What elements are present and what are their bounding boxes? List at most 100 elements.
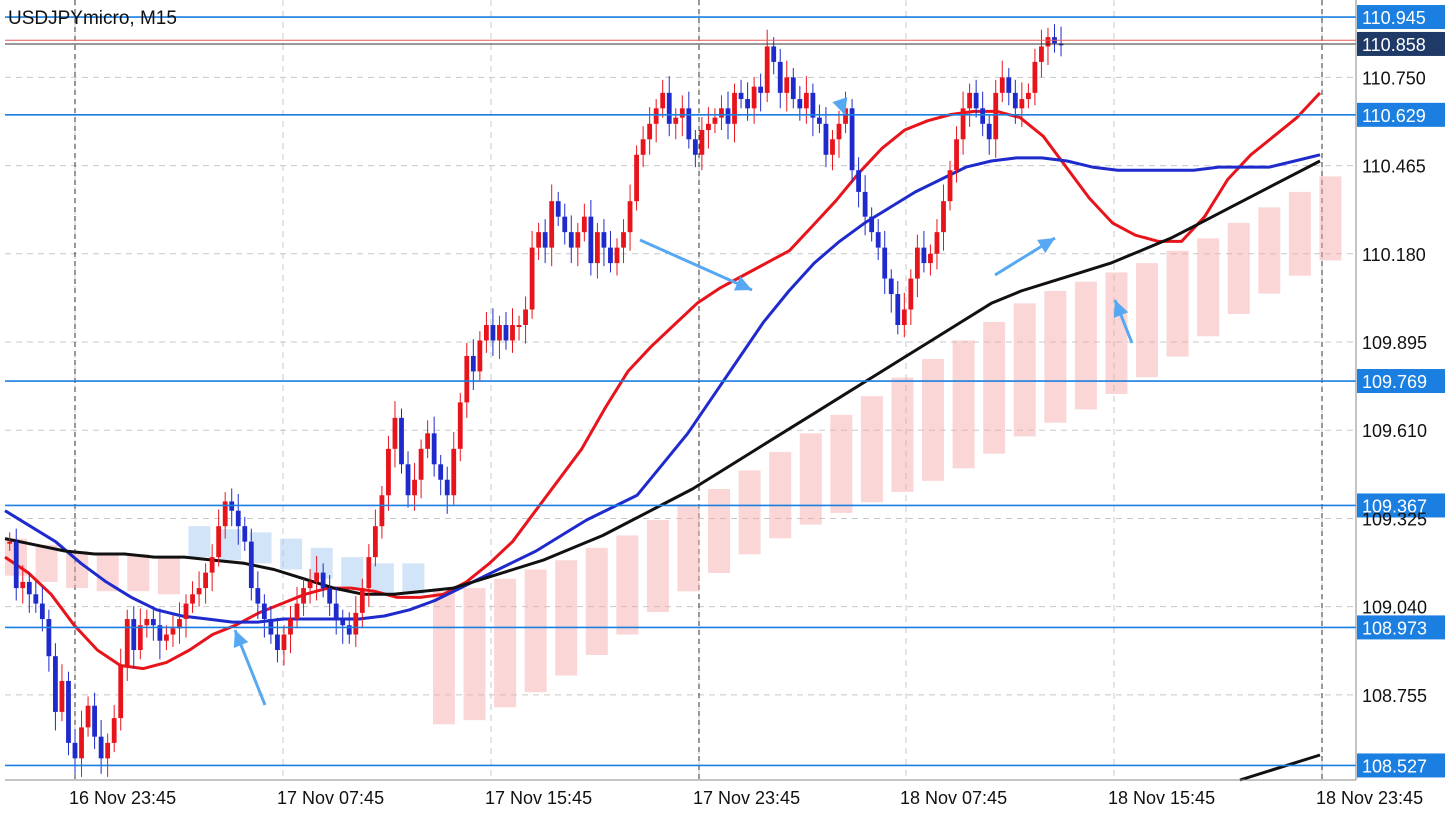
- candle-body: [725, 108, 731, 124]
- candle-body: [33, 594, 39, 604]
- candle-body: [111, 718, 117, 743]
- x-tick-label: 16 Nov 23:45: [69, 788, 176, 808]
- candle-body: [124, 619, 130, 666]
- x-tick-label: 17 Nov 15:45: [485, 788, 592, 808]
- arrow-head: [233, 630, 249, 648]
- candle-body: [1039, 46, 1044, 62]
- candle-body: [588, 216, 594, 264]
- candle-body: [353, 612, 359, 635]
- price-level-label-bg: [1357, 102, 1445, 127]
- candle-body: [13, 541, 19, 589]
- candle-body: [973, 92, 979, 109]
- candle-body: [764, 46, 770, 93]
- candle-body: [967, 92, 973, 109]
- x-tick-label: 18 Nov 23:45: [1316, 788, 1423, 808]
- cloud-segment: [585, 547, 608, 655]
- candle-body: [836, 123, 842, 140]
- candle-body: [386, 448, 391, 496]
- candle-body: [856, 170, 861, 192]
- candle-body: [595, 232, 600, 264]
- candle-body: [157, 625, 163, 641]
- candle-body: [1019, 99, 1025, 109]
- price-level-label: 108.973: [1362, 618, 1427, 638]
- candle-body: [190, 594, 195, 604]
- candle-body: [170, 628, 176, 635]
- candle-body: [444, 479, 450, 496]
- cloud-segment: [218, 529, 241, 561]
- candle-body: [222, 501, 228, 527]
- candle-body: [72, 742, 78, 759]
- candle-body: [562, 216, 568, 233]
- candle-body: [627, 201, 633, 233]
- y-tick-label: 109.325: [1362, 509, 1427, 529]
- candle-body: [92, 705, 97, 737]
- candle-body: [464, 355, 470, 403]
- candle-body: [960, 108, 966, 140]
- candle-body: [679, 108, 685, 118]
- candle-body: [536, 232, 542, 248]
- cloud-segment: [402, 563, 425, 595]
- cloud-segment: [1136, 263, 1159, 378]
- candle-body: [869, 216, 875, 233]
- arrow-head: [1113, 300, 1129, 318]
- price-level-label: 109.769: [1362, 372, 1427, 392]
- candle-body: [692, 139, 698, 155]
- candle-body: [895, 294, 901, 325]
- y-tick-label: 110.750: [1362, 68, 1426, 88]
- candle-body: [242, 526, 248, 542]
- candle-body: [523, 309, 528, 325]
- candle-body: [477, 340, 483, 372]
- cloud-segment: [1258, 207, 1281, 294]
- candle-body: [843, 108, 848, 124]
- cloud-segment: [983, 321, 1006, 454]
- cloud-segment: [127, 554, 150, 592]
- candle-body: [706, 123, 711, 130]
- candle-body: [686, 108, 692, 140]
- candle-body: [862, 191, 868, 217]
- candle-body: [888, 278, 894, 295]
- candle-body: [503, 325, 509, 341]
- y-tick-label: 108.755: [1362, 686, 1427, 706]
- candle-body: [53, 656, 58, 712]
- candle-body: [183, 603, 189, 620]
- candle-body: [164, 634, 169, 641]
- candle-body: [954, 139, 959, 171]
- candle-body: [438, 464, 444, 480]
- candle-body: [568, 232, 574, 248]
- candle-body: [131, 619, 137, 650]
- candle-body: [901, 309, 907, 325]
- candle-body: [203, 572, 208, 589]
- price-level-label-bg: [1357, 493, 1445, 518]
- candle-body: [640, 139, 646, 155]
- candle-body: [1045, 37, 1051, 47]
- candle-body: [999, 77, 1005, 93]
- candle-body: [823, 123, 829, 155]
- price-level-label-bg: [1357, 31, 1445, 56]
- y-tick-label: 110.465: [1362, 157, 1426, 177]
- cloud-segment: [494, 578, 517, 708]
- candle-body: [248, 541, 254, 589]
- x-tick-label: 17 Nov 07:45: [277, 788, 384, 808]
- moving-averages: [4, 91, 1322, 782]
- x-tick-label: 17 Nov 23:45: [693, 788, 800, 808]
- candle-body: [359, 588, 365, 613]
- candle-body: [1012, 92, 1018, 109]
- chart-grid: [5, 0, 1356, 780]
- cloud-segment: [280, 538, 303, 570]
- cloud-segment: [1166, 250, 1189, 357]
- candle-body: [921, 247, 927, 264]
- candle-body: [235, 510, 241, 527]
- cloud-segment: [708, 489, 731, 574]
- candle-body: [431, 433, 437, 465]
- candle-body: [470, 355, 476, 372]
- cloud-segment: [1013, 303, 1036, 437]
- candle-body: [301, 588, 306, 604]
- cloud-segment: [952, 340, 975, 469]
- candle-body: [327, 588, 333, 604]
- candle-body: [20, 581, 26, 589]
- arrow-head: [1037, 238, 1055, 254]
- candle-body: [732, 92, 737, 124]
- cloud-segment: [463, 588, 486, 721]
- candle-body: [85, 705, 91, 728]
